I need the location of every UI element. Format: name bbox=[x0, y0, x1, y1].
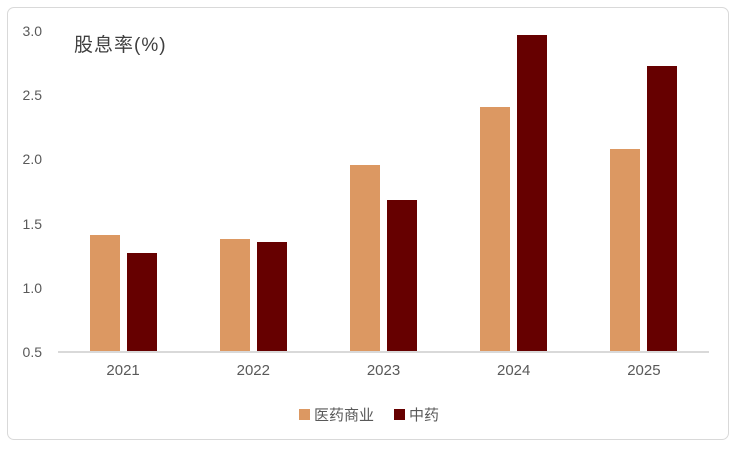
bar-2024-series-0 bbox=[480, 107, 511, 352]
bar-2022-series-1 bbox=[256, 242, 287, 352]
bar-2023-series-0 bbox=[350, 165, 380, 352]
x-axis-line bbox=[58, 351, 709, 353]
y-tick-label: 1.0 bbox=[22, 279, 42, 296]
legend-item-series-0: 医药商业 bbox=[298, 404, 374, 425]
bar-2025-series-1 bbox=[647, 66, 678, 352]
y-tick-label: 2.5 bbox=[22, 87, 42, 104]
bar-2022-series-0 bbox=[219, 239, 250, 352]
legend-swatch-icon bbox=[394, 409, 405, 420]
x-tick-label: 2023 bbox=[366, 362, 401, 379]
y-tick-label: 1.5 bbox=[22, 215, 42, 232]
x-tick-label: 2022 bbox=[236, 362, 270, 379]
chart-frame: 股息率(%) 0.5 1.0 1.5 2.0 2.5 3.0 2021 2022 2023 20… bbox=[7, 7, 729, 440]
plot-area: 0.5 1.0 1.5 2.0 2.5 3.0 2021 2022 2023 2024 2025 bbox=[8, 8, 730, 441]
legend: 医药商业 中药 bbox=[8, 404, 730, 425]
x-tick-label: 2024 bbox=[497, 362, 531, 379]
bar-2021-series-0 bbox=[89, 235, 120, 352]
y-tick-label: 3.0 bbox=[22, 23, 42, 39]
chart-title: 股息率(%) bbox=[74, 35, 167, 56]
y-tick-label: 2.0 bbox=[22, 151, 42, 168]
legend-swatch-icon bbox=[298, 409, 310, 420]
x-tick-label: 2021 bbox=[106, 362, 140, 379]
bar-2024-series-1 bbox=[517, 35, 548, 352]
legend-label: 医药商业 bbox=[313, 407, 374, 424]
legend-item-series-1: 中药 bbox=[394, 404, 439, 425]
y-tick-label: 0.5 bbox=[22, 344, 42, 360]
bar-2023-series-1 bbox=[387, 200, 417, 352]
x-tick-label: 2025 bbox=[627, 362, 661, 379]
legend-label: 中药 bbox=[409, 407, 440, 424]
bar-2021-series-1 bbox=[126, 253, 157, 352]
bar-2025-series-0 bbox=[610, 149, 641, 352]
